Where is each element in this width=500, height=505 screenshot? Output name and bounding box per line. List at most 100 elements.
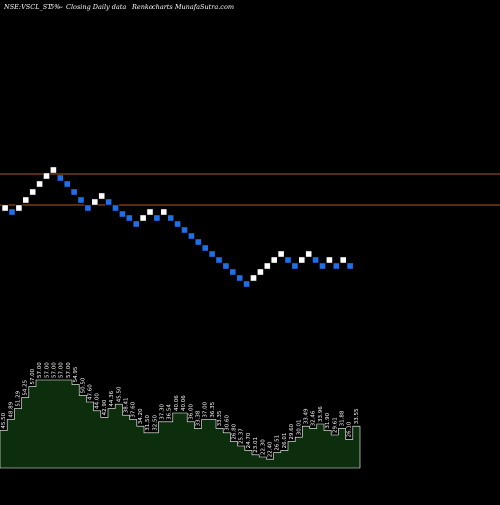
volume-label: 31.50: [145, 415, 151, 431]
renko-brick-down: [229, 268, 237, 276]
renko-brick-up: [1, 204, 9, 212]
header-pct: 5%: [50, 3, 60, 11]
volume-label: 33.55: [354, 408, 360, 424]
renko-brick-down: [208, 250, 216, 258]
renko-brick-down: [174, 220, 181, 228]
renko-brick-down: [319, 262, 326, 270]
renko-brick-down: [56, 174, 64, 182]
volume-label: 42.90: [102, 399, 108, 415]
renko-brick-up: [146, 208, 154, 216]
volume-label: 57.00: [37, 362, 43, 378]
volume-label: 22.30: [260, 439, 266, 455]
volume-area: [0, 379, 361, 469]
volume-label: 31.90: [325, 412, 331, 428]
renko-brick-down: [222, 262, 230, 270]
renko-brick-down: [346, 262, 354, 270]
renko-brick-down: [132, 220, 140, 228]
volume-label: 33.38: [196, 410, 202, 426]
volume-label: 22.40: [268, 441, 274, 457]
renko-brick-up: [263, 262, 271, 270]
volume-label: 44.00: [95, 393, 101, 409]
volume-label: 26.51: [275, 435, 281, 451]
volume-label: 57.00: [66, 362, 72, 378]
renko-brick-down: [112, 204, 119, 212]
renko-brick-down: [188, 232, 195, 240]
renko-brick-down: [105, 198, 112, 206]
volume-label: 57.00: [30, 368, 36, 384]
renko-brick-down: [125, 214, 133, 222]
renko-brick-down: [77, 196, 85, 204]
header-desc-2: Renko: [131, 3, 153, 11]
renko-brick-down: [291, 262, 299, 270]
renko-brick-up: [270, 256, 278, 264]
renko-brick-up: [160, 208, 168, 216]
volume-label: 45.50: [116, 386, 122, 402]
volume-label: 36.54: [167, 404, 173, 420]
volume-label: 29.60: [289, 423, 295, 439]
volume-label: 33.49: [304, 408, 310, 424]
renko-brick-down: [312, 256, 319, 264]
renko-brick-down: [119, 210, 126, 218]
volume-label: 57.00: [59, 362, 65, 378]
header-arrow: ~: [58, 3, 63, 11]
volume-label: 40.06: [181, 395, 187, 411]
volume-label: 57.00: [44, 362, 50, 378]
renko-brick-up: [43, 172, 50, 180]
volume-label: 32.50: [152, 415, 158, 431]
volume-area-path: [0, 379, 361, 469]
renko-brick-up: [49, 166, 57, 174]
volume-label: 37.30: [160, 404, 166, 420]
volume-label: 47.60: [88, 384, 94, 400]
volume-label: 48.89: [8, 401, 14, 417]
renko-brick-down: [63, 180, 71, 188]
renko-brick-down: [215, 256, 223, 264]
renko-brick-up: [277, 250, 285, 258]
renko-brick-down: [181, 226, 188, 234]
renko-brick-up: [22, 196, 30, 204]
renko-brick-down: [84, 204, 92, 212]
volume-label: 30.60: [224, 415, 230, 431]
volume-label: 30.01: [296, 419, 302, 435]
volume-label: 26.01: [282, 433, 288, 449]
header-symbol: NSE:VSCL_ST: [3, 3, 52, 11]
volume-label: 33.35: [217, 410, 223, 426]
renko-brick-down: [8, 208, 16, 216]
renko-brick-down: [284, 256, 292, 264]
renko-brick-down: [332, 262, 340, 270]
volume-label: 57.00: [52, 362, 58, 378]
renko-brick-up: [15, 204, 23, 212]
volume-label: 45.50: [1, 412, 7, 428]
volume-label: 23.01: [253, 437, 259, 453]
renko-brick-down: [194, 238, 202, 246]
volume-label: 37.60: [131, 401, 137, 417]
volume-label: 40.06: [174, 395, 180, 411]
renko-brick-up: [98, 192, 106, 200]
volume-label: 50.50: [80, 377, 86, 393]
volume-label: 29.61: [332, 417, 338, 433]
volume-label: 26.10: [347, 421, 353, 437]
renko-brick-down: [153, 214, 161, 222]
renko-brick-up: [250, 274, 257, 282]
volume-label: 26.80: [232, 423, 238, 439]
renko-brick-down: [236, 274, 244, 282]
reference-lines: [0, 173, 500, 206]
renko-brick-down: [70, 188, 78, 196]
volume-label: 44.36: [109, 390, 115, 406]
renko-brick-down: [243, 280, 250, 288]
header-desc-3: charts MunafaSutra.com: [152, 3, 234, 11]
volume-label: 32.46: [311, 410, 317, 426]
volume-label: 24.70: [246, 432, 252, 448]
volume-label: 54.95: [73, 366, 79, 382]
renko-brick-up: [139, 214, 147, 222]
volume-label: 37.00: [203, 401, 209, 417]
renko-brick-up: [91, 198, 99, 206]
volume-label: 36.00: [188, 404, 194, 420]
volume-label: 25.37: [239, 428, 245, 444]
volume-label: 54.25: [23, 379, 29, 395]
renko-brick-down: [167, 214, 175, 222]
renko-brick-up: [36, 180, 43, 188]
renko-brick-up: [325, 256, 333, 264]
renko-brick-up: [256, 268, 264, 276]
